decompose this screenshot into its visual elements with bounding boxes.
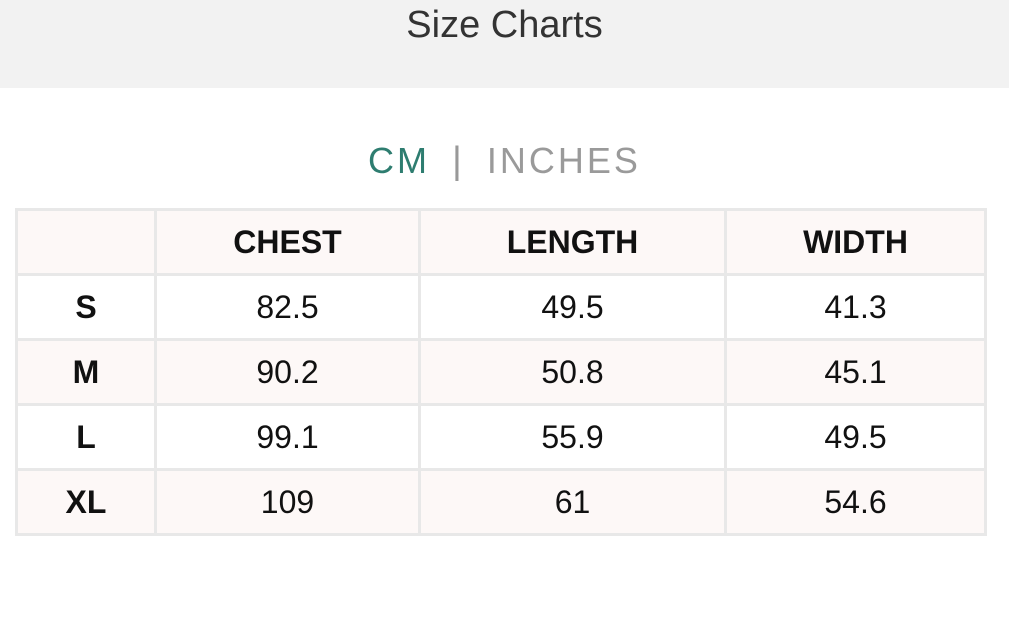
column-header-chest: CHEST <box>154 208 421 276</box>
size-cell: S <box>15 273 157 341</box>
size-table: CHEST LENGTH WIDTH S 82.5 49.5 41.3 M 90… <box>15 208 987 536</box>
column-header-width: WIDTH <box>724 208 987 276</box>
unit-cm-tab[interactable]: CM <box>368 140 431 181</box>
column-header-length: LENGTH <box>418 208 727 276</box>
chest-cell: 82.5 <box>154 273 421 341</box>
chest-cell: 109 <box>154 468 421 536</box>
unit-separator: | <box>452 140 465 182</box>
table-row: XL 109 61 54.6 <box>15 468 987 536</box>
unit-inches-tab[interactable]: INCHES <box>486 140 641 181</box>
table-row: M 90.2 50.8 45.1 <box>15 338 987 406</box>
width-cell: 49.5 <box>724 403 987 471</box>
length-cell: 50.8 <box>418 338 727 406</box>
unit-toggle: CM | INCHES <box>0 140 1009 183</box>
table-header-row: CHEST LENGTH WIDTH <box>15 208 987 276</box>
size-cell: L <box>15 403 157 471</box>
length-cell: 49.5 <box>418 273 727 341</box>
column-header-size <box>15 208 157 276</box>
size-cell: XL <box>15 468 157 536</box>
table-row: L 99.1 55.9 49.5 <box>15 403 987 471</box>
chest-cell: 90.2 <box>154 338 421 406</box>
width-cell: 54.6 <box>724 468 987 536</box>
width-cell: 41.3 <box>724 273 987 341</box>
length-cell: 55.9 <box>418 403 727 471</box>
chest-cell: 99.1 <box>154 403 421 471</box>
width-cell: 45.1 <box>724 338 987 406</box>
page-title: Size Charts <box>406 4 603 46</box>
header-bar: Size Charts <box>0 0 1009 88</box>
length-cell: 61 <box>418 468 727 536</box>
table-row: S 82.5 49.5 41.3 <box>15 273 987 341</box>
size-cell: M <box>15 338 157 406</box>
